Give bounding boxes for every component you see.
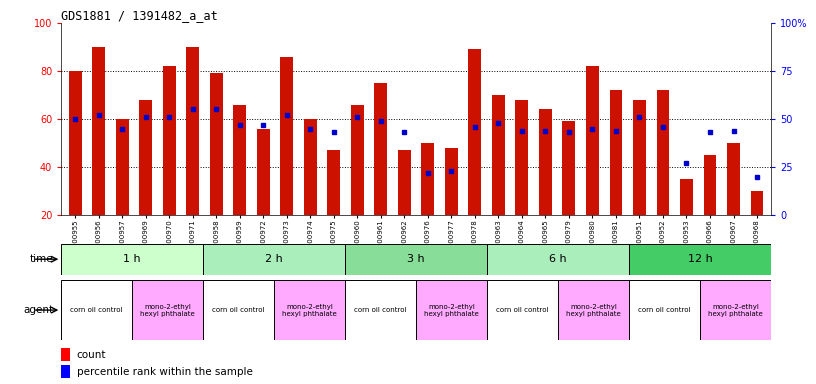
Bar [680,179,693,215]
Bar [281,56,293,215]
Bar [163,66,175,215]
Bar [610,90,623,215]
Bar [492,95,505,215]
Text: 3 h: 3 h [407,254,425,264]
Bar [274,280,345,340]
Bar [727,143,740,215]
Bar [629,280,700,340]
Bar [633,100,646,215]
Text: corn oil control: corn oil control [496,307,549,313]
Text: 12 h: 12 h [688,254,712,264]
Bar [345,280,416,340]
Bar [233,104,246,215]
Text: agent: agent [23,305,53,315]
Text: GDS1881 / 1391482_a_at: GDS1881 / 1391482_a_at [61,9,218,22]
Text: corn oil control: corn oil control [212,307,265,313]
Bar [69,71,82,215]
Text: 1 h: 1 h [123,254,141,264]
Bar [558,280,629,340]
Bar [257,129,270,215]
Bar [416,280,487,340]
Bar [487,280,558,340]
Bar [539,109,552,215]
Text: corn oil control: corn oil control [354,307,407,313]
Text: mono-2-ethyl
hexyl phthalate: mono-2-ethyl hexyl phthalate [282,304,337,316]
Bar [327,150,340,215]
Bar [516,100,529,215]
Text: time: time [29,254,53,264]
Bar [751,191,764,215]
Text: mono-2-ethyl
hexyl phthalate: mono-2-ethyl hexyl phthalate [566,304,621,316]
Bar [487,244,629,275]
Text: count: count [77,349,106,359]
Bar [421,143,434,215]
Bar [445,148,458,215]
Text: percentile rank within the sample: percentile rank within the sample [77,367,253,377]
Text: corn oil control: corn oil control [638,307,691,313]
Bar [629,244,771,275]
Bar [586,66,599,215]
Bar [657,90,669,215]
Bar [203,244,345,275]
Bar [304,119,317,215]
Bar [116,119,129,215]
Bar [132,280,203,340]
Bar [345,244,487,275]
Text: mono-2-ethyl
hexyl phthalate: mono-2-ethyl hexyl phthalate [424,304,479,316]
Bar [140,100,153,215]
Bar [398,150,411,215]
Bar [186,47,199,215]
Bar [703,155,716,215]
Bar [210,73,223,215]
Bar [92,47,105,215]
Text: mono-2-ethyl
hexyl phthalate: mono-2-ethyl hexyl phthalate [708,304,763,316]
Bar [468,50,481,215]
Bar [562,121,575,215]
Bar [351,104,364,215]
Text: 2 h: 2 h [265,254,283,264]
Text: 6 h: 6 h [549,254,567,264]
Bar [61,365,70,379]
Bar [61,244,203,275]
Bar [203,280,274,340]
Bar [700,280,771,340]
Bar [375,83,388,215]
Bar [61,280,132,340]
Text: corn oil control: corn oil control [70,307,123,313]
Bar [61,348,70,361]
Text: mono-2-ethyl
hexyl phthalate: mono-2-ethyl hexyl phthalate [140,304,195,316]
